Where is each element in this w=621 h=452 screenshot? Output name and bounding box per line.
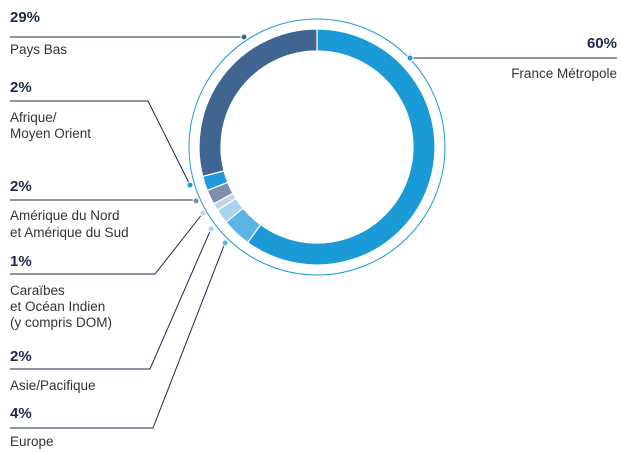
category-label: France Métropole bbox=[511, 66, 617, 81]
category-label-line: Amérique du Nord bbox=[10, 208, 120, 223]
category-label: Europe bbox=[10, 434, 54, 449]
value-label: 4% bbox=[10, 405, 32, 422]
category-label: Amérique du Nord et Amérique du Sud bbox=[10, 208, 129, 240]
category-label-line: Caraïbes bbox=[10, 283, 65, 298]
category-label-line: et Amérique du Sud bbox=[10, 225, 129, 240]
leader-dot bbox=[186, 181, 194, 189]
leader-dot bbox=[240, 33, 248, 41]
value-label: 1% bbox=[10, 253, 32, 270]
value-label: 2% bbox=[10, 178, 32, 195]
leader-line bbox=[10, 242, 226, 429]
leader-dot bbox=[192, 197, 200, 205]
leader-line bbox=[10, 212, 204, 275]
value-label: 29% bbox=[10, 9, 40, 26]
value-label: 2% bbox=[10, 348, 32, 365]
leader-dot bbox=[406, 54, 414, 62]
category-label-line: Afrique/ bbox=[10, 110, 57, 125]
leader-dot bbox=[221, 239, 229, 247]
category-label-line: Asie/Pacifique bbox=[10, 378, 96, 393]
category-label-line: et Océan Indien bbox=[10, 299, 105, 314]
outer-ring bbox=[188, 18, 446, 276]
donut-segment bbox=[246, 28, 436, 266]
leader-line bbox=[10, 228, 212, 370]
leader-dot bbox=[199, 209, 207, 217]
category-label: Pays Bas bbox=[10, 42, 67, 57]
donut-segment bbox=[198, 28, 318, 178]
category-label-line: France Métropole bbox=[511, 66, 617, 81]
category-label-line: Moyen Orient bbox=[10, 126, 91, 141]
leader-line bbox=[10, 100, 191, 186]
category-label-line: (y compris DOM) bbox=[10, 315, 112, 330]
value-label: 60% bbox=[587, 35, 617, 52]
category-label-line: Pays Bas bbox=[10, 42, 67, 57]
value-label: 2% bbox=[10, 79, 32, 96]
leader-dot bbox=[207, 225, 215, 233]
category-label: Caraïbes et Océan Indien (y compris DOM) bbox=[10, 283, 112, 330]
category-label-line: Europe bbox=[10, 434, 54, 449]
category-label: Afrique/Moyen Orient bbox=[10, 110, 91, 141]
category-label: Asie/Pacifique bbox=[10, 378, 96, 393]
